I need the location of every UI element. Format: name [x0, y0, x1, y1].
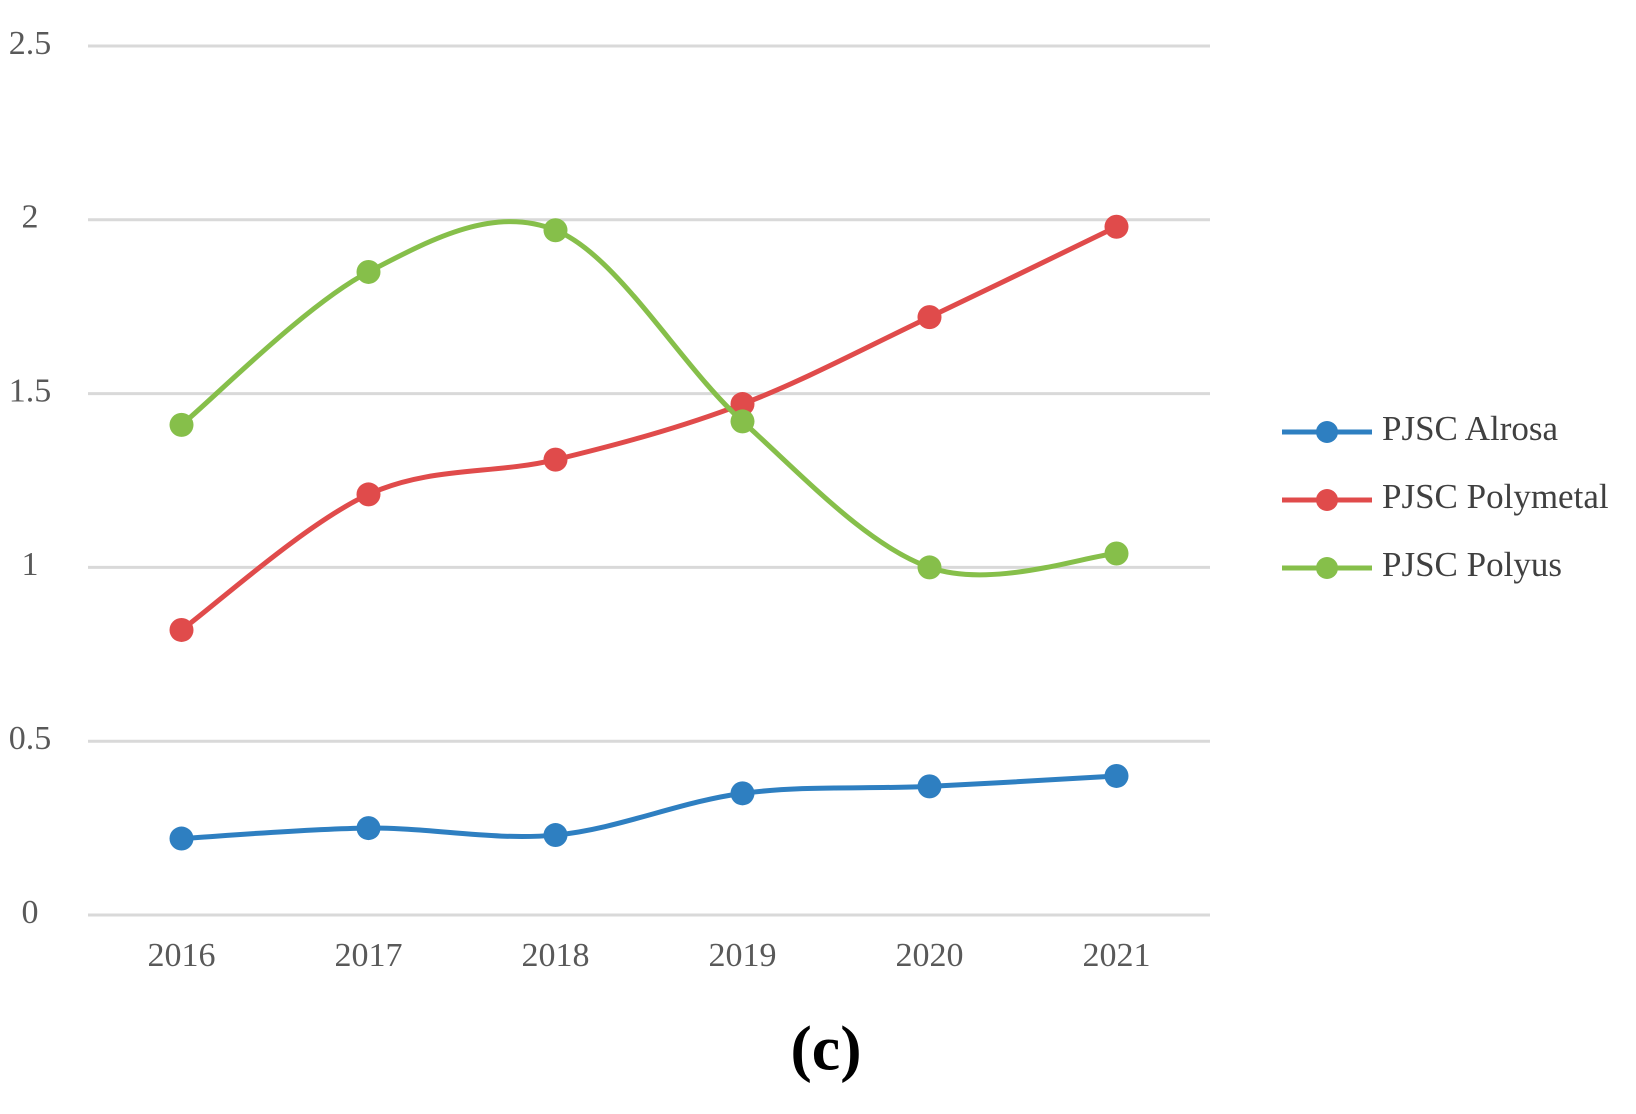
point — [169, 617, 194, 642]
point — [730, 409, 755, 434]
x-tick-label: 2017 — [335, 937, 403, 974]
x-tick-label: 2018 — [522, 937, 590, 974]
x-tick-label: 2021 — [1083, 937, 1151, 974]
x-tick-label: 2016 — [148, 937, 216, 974]
series-line — [179, 219, 1119, 578]
y-tick-label: 1.5 — [9, 372, 52, 409]
point — [917, 555, 942, 580]
point — [730, 392, 755, 417]
y-tick-label: 0 — [22, 894, 39, 931]
point — [356, 259, 381, 284]
legend-label: PJSC Polymetal — [1382, 477, 1609, 516]
point — [730, 781, 755, 806]
point — [1104, 763, 1129, 788]
point — [356, 816, 381, 841]
point — [1104, 214, 1129, 239]
x-tick-label: 2020 — [896, 937, 964, 974]
point — [543, 447, 568, 472]
y-tick-label: 2 — [22, 199, 39, 236]
legend-marker — [1316, 421, 1338, 443]
point — [917, 774, 942, 799]
point — [917, 305, 942, 330]
series-line — [179, 773, 1119, 842]
x-tick-label: 2019 — [709, 937, 777, 974]
legend-label: PJSC Alrosa — [1382, 409, 1558, 448]
legend-marker — [1316, 557, 1338, 579]
caption: (c) — [790, 1013, 861, 1084]
point — [169, 412, 194, 437]
legend-label: PJSC Polyus — [1382, 545, 1562, 584]
point — [169, 826, 194, 851]
series-line — [179, 224, 1119, 633]
point — [1104, 541, 1129, 566]
point — [356, 482, 381, 507]
point — [543, 218, 568, 243]
y-tick-label: 0.5 — [9, 720, 52, 757]
legend-marker — [1316, 489, 1338, 511]
y-tick-label: 1 — [22, 546, 39, 583]
point — [543, 823, 568, 848]
y-tick-label: 2.5 — [9, 25, 52, 62]
